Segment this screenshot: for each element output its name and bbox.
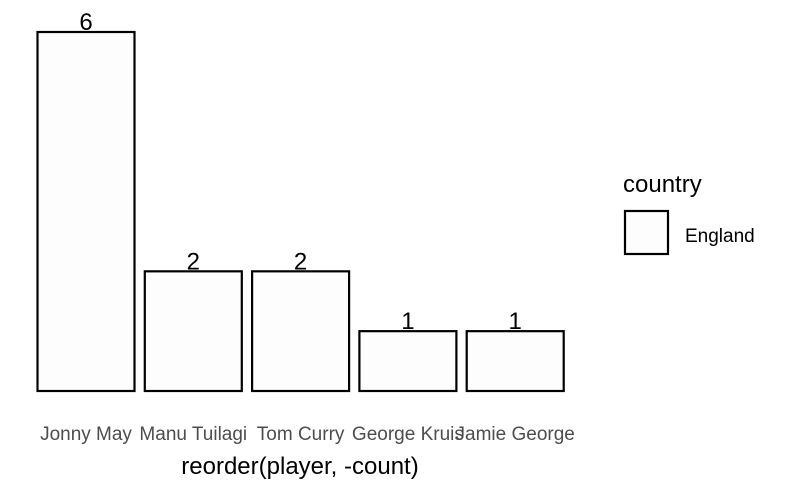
data-labels-group: 6 2 2 1 1 bbox=[79, 9, 522, 335]
data-label-jamie-george: 1 bbox=[509, 308, 522, 335]
legend-key-england bbox=[623, 209, 670, 256]
data-label-tom-curry: 2 bbox=[294, 248, 307, 275]
data-label-jonny-may: 6 bbox=[79, 9, 92, 36]
bar-jonny-may bbox=[36, 30, 136, 393]
data-label-george-kruis: 1 bbox=[401, 308, 414, 335]
bar-tom-curry bbox=[251, 270, 351, 393]
legend-title: country bbox=[623, 171, 702, 198]
x-tick-label-tom-curry: Tom Curry bbox=[257, 424, 345, 445]
x-tick-label-manu-tuilagi: Manu Tuilagi bbox=[139, 424, 247, 445]
legend: country England bbox=[623, 171, 755, 256]
x-axis-title: reorder(player, -count) bbox=[181, 453, 418, 480]
x-tick-label-jonny-may: Jonny May bbox=[40, 424, 132, 445]
data-label-manu-tuilagi: 2 bbox=[187, 248, 200, 275]
bar-jamie-george bbox=[465, 330, 565, 393]
bars-group bbox=[36, 30, 565, 393]
bar-george-kruis bbox=[358, 330, 458, 393]
legend-label-england: England bbox=[685, 226, 755, 247]
x-tick-label-jamie-george: Jamie George bbox=[456, 424, 575, 445]
x-tick-labels-group: Jonny May Manu Tuilagi Tom Curry George Kru… bbox=[40, 424, 575, 445]
bar-manu-tuilagi bbox=[143, 270, 243, 393]
x-tick-label-george-kruis: George Kruis bbox=[352, 424, 464, 445]
